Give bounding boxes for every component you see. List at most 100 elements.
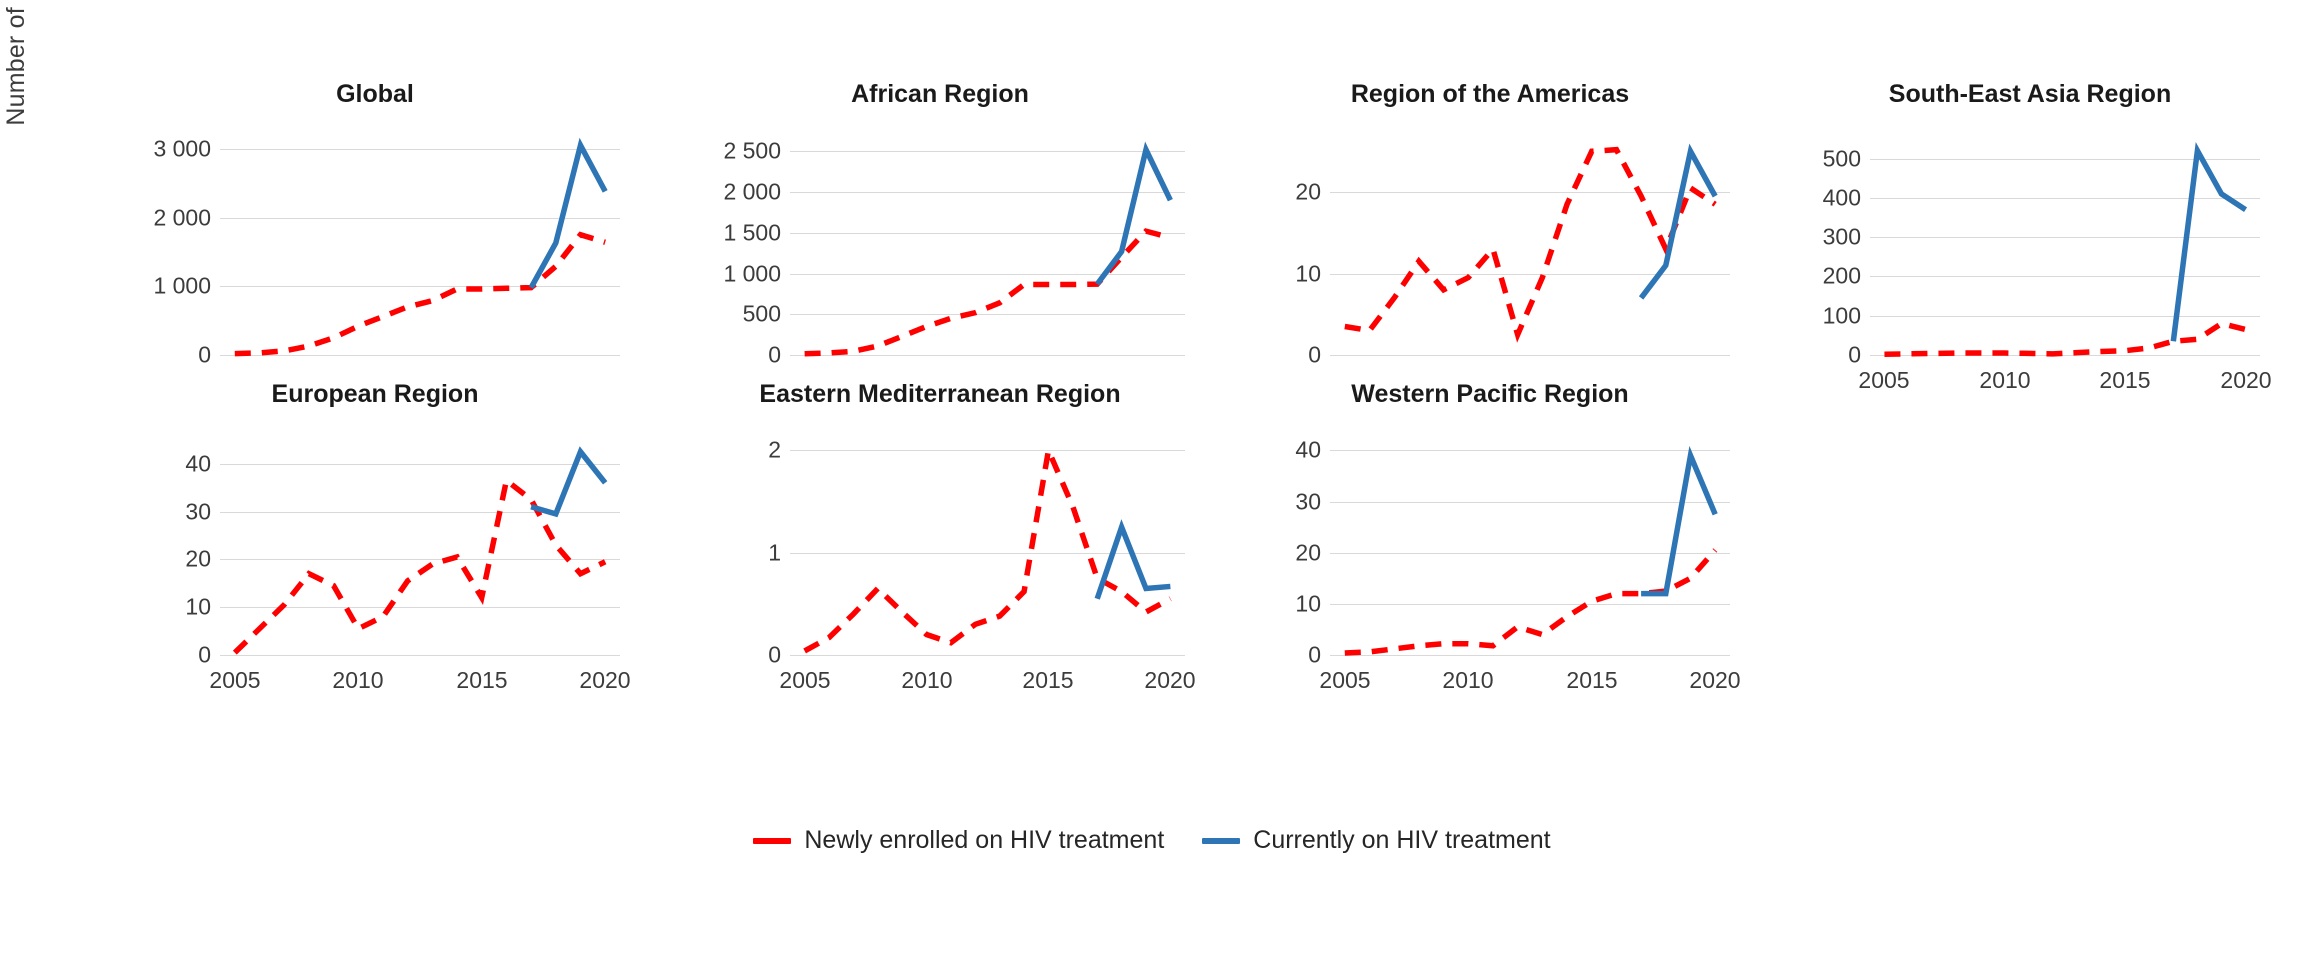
x-tick-label: 2015 — [2099, 367, 2151, 393]
gridline — [220, 464, 620, 465]
y-tick-label: 0 — [768, 341, 781, 368]
gridline — [1870, 276, 2260, 277]
gridline — [220, 149, 620, 150]
y-tick-label: 0 — [1308, 341, 1321, 368]
series-line-newly-enrolled — [1344, 146, 1717, 343]
x-tick-label: 2005 — [1319, 667, 1371, 693]
x-tick-label: 2010 — [1442, 667, 1494, 693]
series-line-newly-enrolled — [804, 228, 1172, 357]
y-tick-label: 20 — [1295, 178, 1321, 205]
y-tick-label: 30 — [185, 498, 211, 525]
gridline — [1330, 604, 1730, 605]
legend-swatch-newly-icon — [753, 837, 792, 844]
panel-title: African Region — [851, 80, 1029, 108]
gridline — [1870, 159, 2260, 160]
x-tick-label: 2020 — [1144, 667, 1196, 693]
series-line-currently-on-treatment — [530, 446, 608, 518]
series-layer — [1884, 142, 2248, 357]
gridline — [1330, 553, 1730, 554]
y-tick-label: 3 000 — [153, 135, 211, 162]
gridline — [220, 355, 620, 356]
y-tick-label: 10 — [185, 593, 211, 620]
legend-label: Newly enrolled on HIV treatment — [804, 826, 1165, 854]
legend-item-currently: Currently on HIV treatment — [1202, 826, 1551, 855]
y-tick-label: 400 — [1822, 184, 1861, 211]
gridline — [790, 233, 1185, 234]
series-line-currently-on-treatment — [528, 137, 608, 289]
y-tick-label: 200 — [1822, 262, 1861, 289]
series-line-currently-on-treatment — [1641, 445, 1718, 597]
panel-western-pacific-region: Western Pacific Region 0 10 20 30 40 2005 2010 2… — [1240, 380, 1740, 725]
series-layer — [232, 446, 608, 655]
gridline — [1870, 355, 2260, 356]
panel-global: Global 0 1 000 2 000 3 000 — [120, 80, 630, 380]
plot-area: 0 1 2 2005 2010 2015 2020 — [768, 435, 1195, 694]
plot-area: 0 100 200 300 400 500 2005 2010 2015 2020 — [1823, 135, 2272, 393]
y-tick-label: 20 — [1295, 539, 1321, 566]
y-tick-label: 100 — [1822, 302, 1861, 329]
y-tick-label: 0 — [1848, 341, 1861, 368]
series-line-currently-on-treatment — [2170, 142, 2248, 342]
gridline — [1330, 274, 1730, 275]
series-line-newly-enrolled — [232, 475, 607, 655]
plot-area: 0 10 20 30 40 2005 2010 2015 2020 — [185, 435, 631, 693]
panel-title: Eastern Mediterranean Region — [759, 380, 1121, 408]
panel-title: Western Pacific Region — [1351, 380, 1629, 408]
x-tick-label: 2020 — [579, 667, 631, 693]
gridline — [220, 559, 620, 560]
x-tick-label: 2015 — [1022, 667, 1074, 693]
legend-item-newly: Newly enrolled on HIV treatment — [753, 826, 1164, 855]
legend-label: Currently on HIV treatment — [1253, 826, 1551, 854]
x-tick-label: 2010 — [1979, 367, 2031, 393]
y-tick-label: 0 — [1308, 641, 1321, 668]
gridline — [1870, 237, 2260, 238]
x-tick-label: 2010 — [901, 667, 953, 693]
gridline — [1330, 192, 1730, 193]
gridline — [1330, 502, 1730, 503]
y-tick-label: 500 — [742, 300, 781, 327]
y-axis-label: Number of people (thousands) — [2, 0, 46, 164]
gridline — [220, 607, 620, 608]
y-tick-label: 500 — [1822, 145, 1861, 172]
gridline — [220, 286, 620, 287]
y-tick-label: 2 000 — [723, 178, 781, 205]
y-tick-label: 1 000 — [723, 260, 781, 287]
panel-title: Global — [336, 80, 414, 108]
x-tick-label: 2005 — [1858, 367, 1910, 393]
y-tick-label: 1 — [768, 539, 781, 566]
panel-african-region: African Region 0 500 1 000 1 500 2 000 2 500 — [680, 80, 1200, 380]
panel-title: Region of the Americas — [1350, 80, 1630, 108]
y-tick-label: 300 — [1822, 223, 1861, 250]
y-tick-label: 2 000 — [153, 204, 211, 231]
gridline — [1330, 450, 1730, 451]
x-tick-label: 2005 — [779, 667, 831, 693]
series-line-newly-enrolled — [234, 231, 606, 357]
series-line-currently-on-treatment — [1095, 141, 1173, 286]
gridline — [790, 553, 1185, 554]
plot-area: 0 10 20 — [1295, 135, 1730, 368]
panel-title: European Region — [271, 380, 479, 408]
y-tick-label: 0 — [768, 641, 781, 668]
x-tick-label: 2020 — [1689, 667, 1741, 693]
x-tick-label: 2005 — [209, 667, 261, 693]
panel-eastern-mediterranean-region: Eastern Mediterranean Region 0 1 2 2005 2010 2… — [680, 380, 1200, 725]
series-layer — [1344, 445, 1718, 656]
y-tick-label: 0 — [198, 341, 211, 368]
gridline — [1870, 316, 2260, 317]
series-line-newly-enrolled — [1344, 548, 1718, 656]
plot-area: 0 1 000 2 000 3 000 — [153, 135, 620, 368]
chart-legend: Newly enrolled on HIV treatment Currently… — [0, 826, 2304, 855]
gridline — [1330, 655, 1730, 656]
y-tick-label: 2 500 — [723, 137, 781, 164]
gridline — [790, 274, 1185, 275]
gridline — [1330, 355, 1730, 356]
plot-area: 0 10 20 30 40 2005 2010 2015 2020 — [1295, 435, 1740, 694]
y-tick-label: 10 — [1295, 590, 1321, 617]
y-tick-label: 20 — [185, 545, 211, 572]
gridline — [220, 512, 620, 513]
x-tick-label: 2015 — [456, 667, 508, 693]
gridline — [790, 655, 1185, 656]
series-layer — [803, 440, 1172, 654]
gridline — [1870, 198, 2260, 199]
